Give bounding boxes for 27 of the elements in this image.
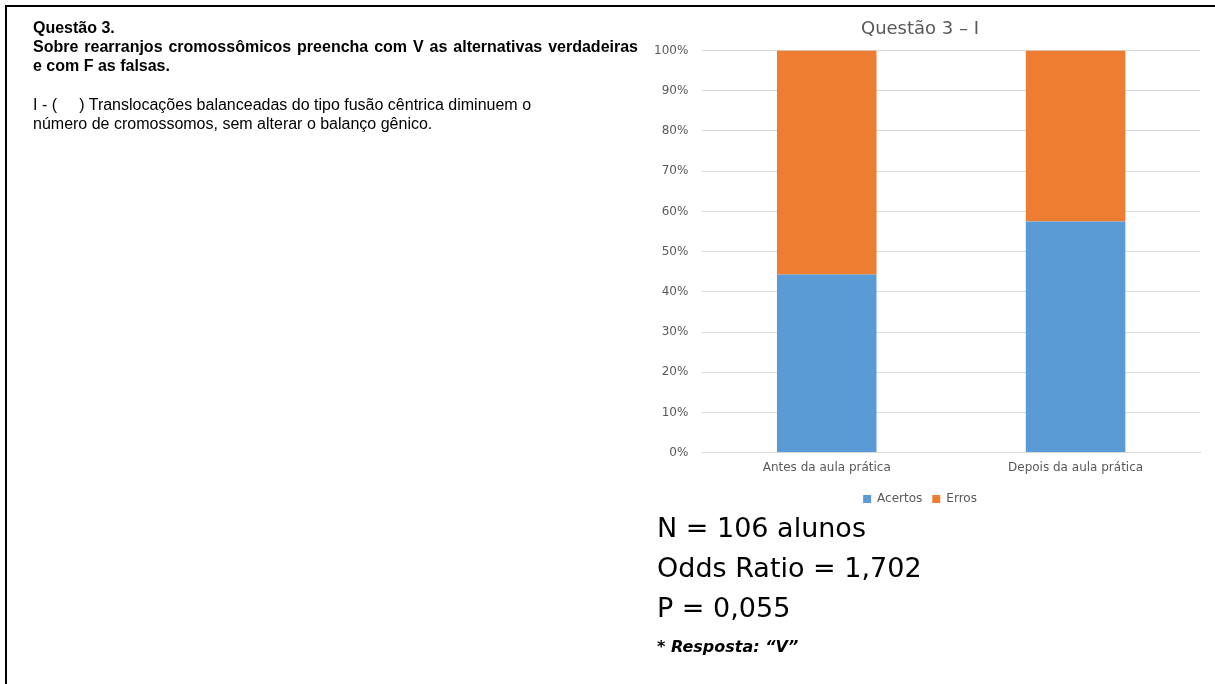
text: Questão 3. bbox=[33, 18, 116, 37]
legend-label: Acertos bbox=[877, 491, 923, 506]
y-tick-label: 80% bbox=[661, 123, 689, 138]
text: Odds Ratio = 1,702 bbox=[657, 551, 922, 585]
y-tick-label: 30% bbox=[661, 324, 689, 339]
x-tick-label: Antes da aula prática bbox=[762, 459, 891, 474]
y-tick-label: 20% bbox=[661, 364, 689, 379]
text: I - ( ) Translocações balanceadas do tipo fusão cêntrica diminuem o número de cromossomos, sem alterar o balanço gênico. bbox=[33, 95, 533, 133]
text: N = 106 alunos bbox=[657, 511, 867, 545]
bar bbox=[1025, 221, 1126, 453]
bar bbox=[1025, 50, 1126, 222]
chart-title: Questão 3 – I bbox=[860, 17, 980, 39]
bar bbox=[776, 50, 877, 275]
text: P = 0,055 bbox=[657, 591, 792, 625]
x-tick-label: Depois da aula prática bbox=[1008, 459, 1144, 474]
y-tick-label: 0% bbox=[669, 444, 689, 459]
bar bbox=[776, 274, 877, 453]
y-tick-label: 60% bbox=[661, 203, 689, 218]
y-tick-label: 50% bbox=[661, 243, 689, 258]
y-tick-label: 10% bbox=[661, 404, 689, 419]
y-tick-label: 90% bbox=[661, 82, 689, 97]
y-tick-label: 40% bbox=[661, 283, 689, 298]
legend-label: Erros bbox=[946, 491, 977, 506]
y-tick-label: 100% bbox=[653, 42, 689, 57]
text: Sobre rearranjos cromossômicos preencha com V as alternativas verdadeiras e com F as falsas. bbox=[33, 37, 638, 75]
y-tick-label: 70% bbox=[661, 163, 689, 178]
text: * Resposta: “V” bbox=[657, 636, 800, 658]
